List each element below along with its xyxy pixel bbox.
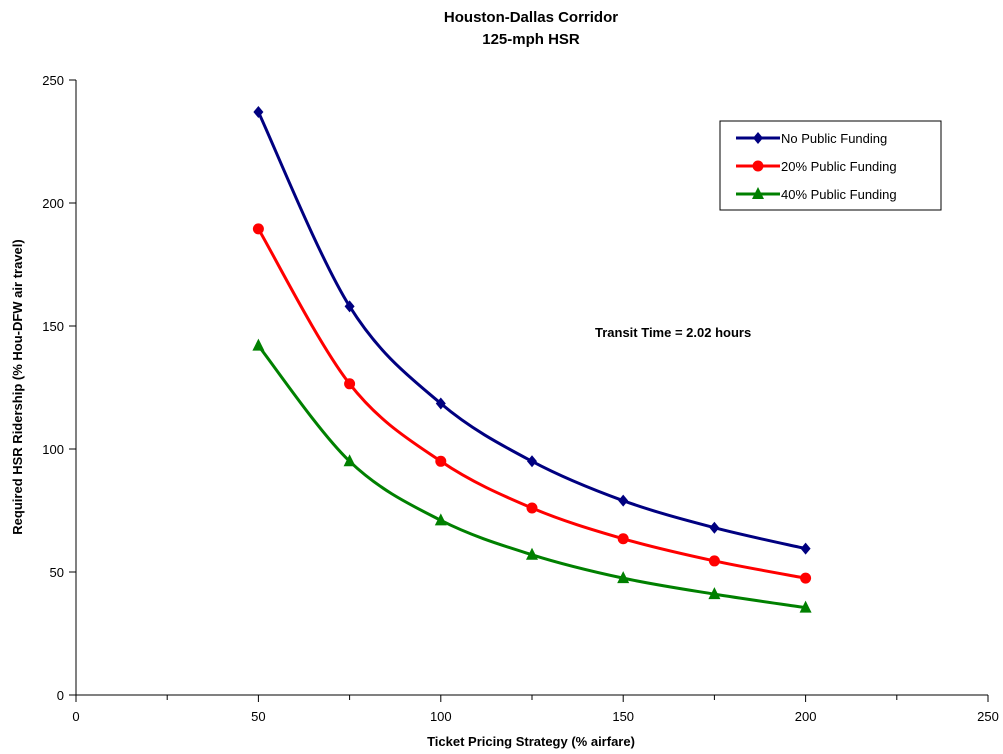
y-tick-label: 50 <box>50 565 64 580</box>
data-point-circle <box>752 160 764 172</box>
data-point-circle <box>252 223 264 235</box>
legend-label: 40% Public Funding <box>781 187 897 202</box>
y-tick-label: 100 <box>42 442 64 457</box>
data-point-diamond <box>618 494 629 507</box>
data-point-diamond <box>253 105 264 118</box>
series-layer <box>252 105 812 613</box>
series-triangle <box>252 338 812 613</box>
series-line <box>257 228 806 580</box>
legend: No Public Funding 20% Public Funding 40% P… <box>719 120 942 211</box>
series-diamond <box>253 105 811 555</box>
y-axis-label: Required HSR Ridership (% Hou-DFW air tr… <box>10 239 25 534</box>
chart-subtitle: 125-mph HSR <box>482 31 580 48</box>
x-ticks: 0 50 100 150 200 250 <box>72 695 999 724</box>
y-tick-label: 0 <box>57 688 64 703</box>
data-point-diamond <box>800 542 811 555</box>
data-point-circle <box>800 572 812 584</box>
data-point-diamond <box>527 455 537 468</box>
data-point-diamond <box>435 397 446 410</box>
data-point-diamond <box>709 521 720 534</box>
x-tick-label: 150 <box>612 709 634 724</box>
data-point-triangle <box>752 187 764 199</box>
data-point-circle <box>526 502 538 514</box>
data-point-circle <box>617 533 629 545</box>
series-line <box>257 344 806 610</box>
y-tick-label: 250 <box>42 73 64 88</box>
x-tick-label: 200 <box>795 709 817 724</box>
data-point-diamond <box>344 300 355 313</box>
y-tick-label: 150 <box>42 319 64 334</box>
data-point-diamond <box>753 132 763 144</box>
data-point-triangle <box>617 571 630 584</box>
data-point-circle <box>344 378 356 390</box>
data-point-triangle <box>252 338 265 351</box>
legend-label: 20% Public Funding <box>781 159 897 174</box>
x-tick-label: 100 <box>430 709 452 724</box>
series-circle <box>252 223 812 584</box>
x-tick-label: 0 <box>72 709 79 724</box>
x-axis-label: Ticket Pricing Strategy (% airfare) <box>427 734 635 749</box>
transit-time-annotation: Transit Time = 2.02 hours <box>595 325 751 340</box>
legend-label: No Public Funding <box>781 131 887 146</box>
y-ticks: 0 50 100 150 200 250 <box>42 73 76 703</box>
y-tick-label: 200 <box>42 196 64 211</box>
data-point-triangle <box>434 513 447 526</box>
data-point-triangle <box>343 454 356 467</box>
x-tick-label: 50 <box>251 709 265 724</box>
data-point-triangle <box>526 547 538 560</box>
data-point-circle <box>435 455 447 467</box>
data-point-triangle <box>799 600 812 613</box>
data-point-triangle <box>708 587 721 600</box>
data-point-circle <box>708 555 720 567</box>
chart-title: Houston-Dallas Corridor <box>444 9 618 26</box>
x-tick-label: 250 <box>977 709 999 724</box>
